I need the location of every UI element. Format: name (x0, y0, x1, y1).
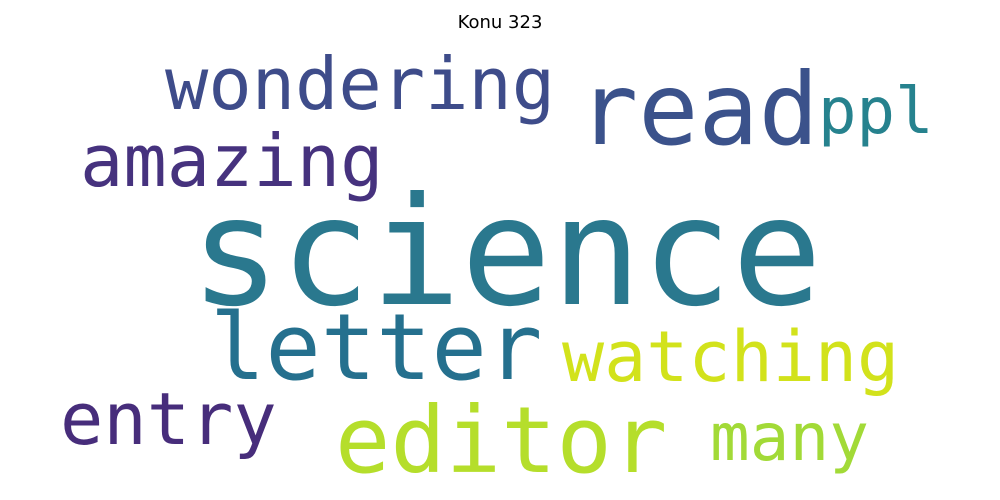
word-watching: watching (562, 316, 900, 398)
word-science: science (190, 166, 823, 340)
word-many: many (710, 399, 869, 476)
chart-title: Konu 323 (457, 12, 543, 33)
word-entry: entry (60, 377, 277, 461)
word-ppl: ppl (818, 75, 934, 149)
word-read: read (578, 51, 819, 168)
word-amazing: amazing (80, 119, 384, 203)
word-editor: editor (335, 387, 668, 494)
word-letter: letter (210, 294, 543, 401)
word-wondering: wondering (165, 42, 556, 126)
